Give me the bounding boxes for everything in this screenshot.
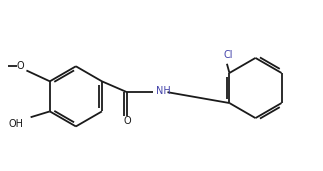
Text: OH: OH: [8, 119, 23, 129]
Text: NH: NH: [156, 86, 171, 96]
Text: O: O: [123, 116, 131, 126]
Text: Cl: Cl: [223, 50, 233, 60]
Text: O: O: [16, 61, 24, 71]
